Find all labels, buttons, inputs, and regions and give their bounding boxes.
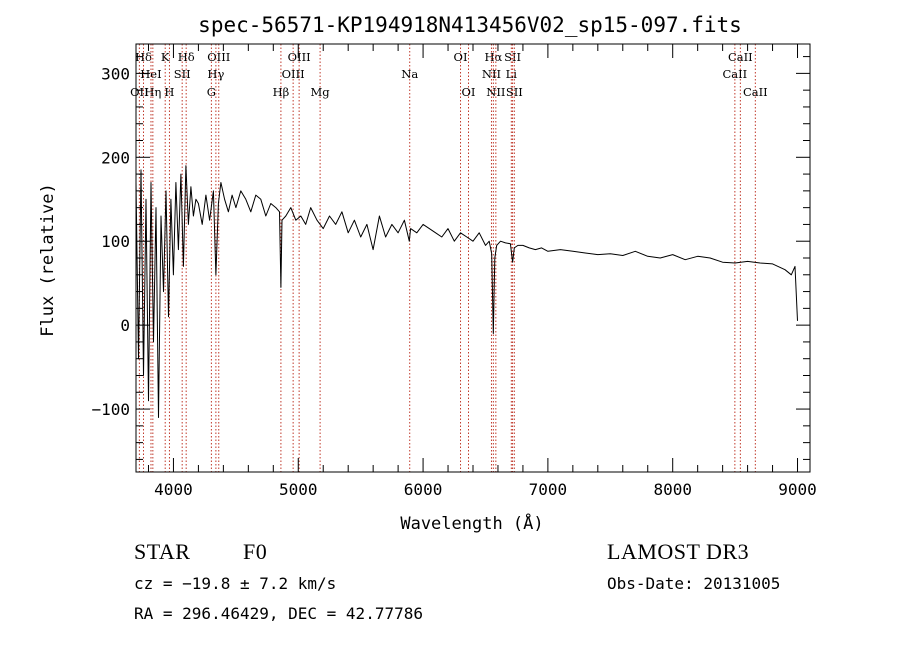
- spectral-line-label: Na: [401, 67, 418, 81]
- x-tick-label: 6000: [404, 480, 443, 499]
- axis-ticks: 4000 5000 6000 7000 8000 9000 −100 0 100 200 300: [91, 44, 817, 499]
- spectral-line-label: Hγ: [207, 67, 224, 81]
- x-tick-label: 8000: [653, 480, 692, 499]
- spectral-line-label: NII: [486, 85, 505, 99]
- object-subclass: F0: [243, 539, 268, 564]
- spectral-line-label: Hη: [144, 85, 161, 99]
- coordinates: RA = 296.46429, DEC = 42.77786: [134, 604, 423, 623]
- chart-title: spec-56571-KP194918N413456V02_sp15-097.f…: [198, 13, 742, 37]
- spectral-line-label: SII: [504, 50, 521, 64]
- y-tick-label: 0: [120, 316, 130, 335]
- spectral-line-label: CaII: [722, 67, 747, 81]
- y-tick-label: 100: [101, 232, 130, 251]
- redshift-cz: cz = −19.8 ± 7.2 km/s: [134, 574, 337, 593]
- spectral-line-label: HeI: [140, 67, 161, 81]
- observation-date: Obs-Date: 20131005: [607, 574, 781, 593]
- spectral-line-label: OIII: [282, 67, 305, 81]
- spectral-line-label: CaII: [728, 50, 753, 64]
- spectral-line-label: Li: [506, 67, 518, 81]
- series-line-flux: [135, 165, 798, 418]
- spectral-line-label: OI: [462, 85, 476, 99]
- spectral-line-label: OII: [130, 85, 149, 99]
- spectrum-chart: spec-56571-KP194918N413456V02_sp15-097.f…: [38, 13, 817, 534]
- spectral-line-label: OI: [454, 50, 468, 64]
- x-axis-title: Wavelength (Å): [400, 512, 543, 534]
- spectral-line-label: OIII: [207, 50, 230, 64]
- series-layer: [135, 165, 798, 418]
- y-tick-label: −100: [91, 400, 130, 419]
- y-tick-label: 200: [101, 148, 130, 167]
- spectral-line-label: G: [207, 85, 216, 99]
- spectral-line-label: Hα: [484, 50, 502, 64]
- x-tick-label: 9000: [778, 480, 817, 499]
- x-tick-label: 5000: [279, 480, 318, 499]
- x-tick-label: 7000: [529, 480, 568, 499]
- y-axis-title: Flux (relative): [38, 183, 58, 337]
- spectral-line-label: NII: [482, 67, 501, 81]
- object-class: STAR: [134, 539, 191, 564]
- x-tick-label: 4000: [154, 480, 193, 499]
- spectral-line-label: OIII: [288, 50, 311, 64]
- spectral-line-label: Hβ: [273, 85, 290, 99]
- spectral-line-label: Mg: [311, 85, 331, 99]
- spectral-line-label: CaII: [743, 85, 768, 99]
- spectral-line-label: Hδ: [135, 50, 152, 64]
- spectral-line-label: K: [161, 50, 170, 64]
- spectral-line-label: SII: [506, 85, 523, 99]
- spectral-line-label: SII: [174, 67, 191, 81]
- spectral-line-label: Hδ: [178, 50, 195, 64]
- y-tick-label: 300: [101, 64, 130, 83]
- survey-name: LAMOST DR3: [607, 539, 750, 564]
- spectral-line-label: H: [164, 85, 174, 99]
